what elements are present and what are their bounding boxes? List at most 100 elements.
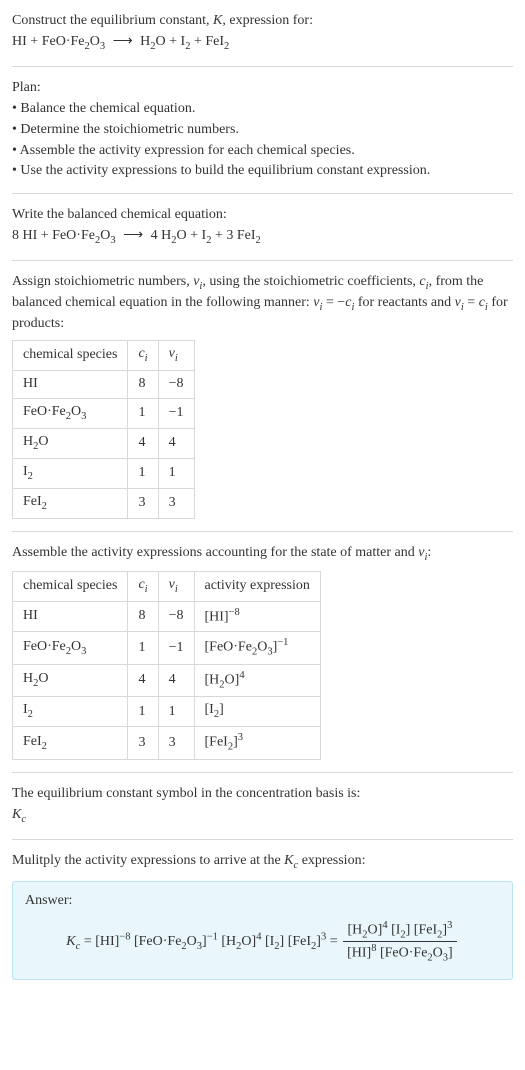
intro: Construct the equilibrium constant, K, e…	[12, 12, 513, 31]
col-nu: νi	[158, 341, 194, 371]
table-row: H2O44	[13, 428, 195, 458]
intro-K: K	[213, 13, 222, 28]
balanced-lhs: 8 HI + FeO·Fe2O3	[12, 228, 116, 243]
table-row: H2O44[H2O]4	[13, 664, 321, 697]
cell-c: 1	[128, 632, 158, 665]
arrow-icon: ⟶	[109, 34, 137, 49]
cell-nu: −8	[158, 370, 194, 398]
cell-c: 4	[128, 664, 158, 697]
assemble-paragraph: Assemble the activity expressions accoun…	[12, 544, 513, 565]
initial-lhs: HI + FeO·Fe2O3	[12, 34, 105, 49]
table-header-row: chemical species ci νi	[13, 341, 195, 371]
plan-item: • Assemble the activity expression for e…	[12, 142, 513, 161]
divider	[12, 66, 513, 67]
cell-activity: [H2O]4	[194, 664, 320, 697]
col-species: chemical species	[13, 341, 128, 371]
stoich-table: chemical species ci νi HI8−8FeO·Fe2O31−1…	[12, 340, 195, 519]
balanced-rhs: 4 H2O + I2 + 3 FeI2	[151, 228, 261, 243]
col-activity: activity expression	[194, 571, 320, 601]
divider	[12, 772, 513, 773]
cell-species: H2O	[13, 664, 128, 697]
arrow-icon: ⟶	[119, 228, 147, 243]
cell-nu: −1	[158, 632, 194, 665]
col-species: chemical species	[13, 571, 128, 601]
cell-nu: 3	[158, 727, 194, 760]
kc-symbol: Kc	[12, 806, 513, 827]
col-nu: νi	[158, 571, 194, 601]
plan-item: • Balance the chemical equation.	[12, 100, 513, 119]
cell-c: 3	[128, 488, 158, 518]
answer-label: Answer:	[25, 892, 500, 911]
table-row: FeI233[FeI2]3	[13, 727, 321, 760]
initial-equation: HI + FeO·Fe2O3 ⟶ H2O + I2 + FeI2	[12, 33, 513, 54]
cell-activity: [FeO·Fe2O3]−1	[194, 632, 320, 665]
cell-species: HI	[13, 370, 128, 398]
cell-species: FeI2	[13, 727, 128, 760]
divider	[12, 260, 513, 261]
divider	[12, 839, 513, 840]
answer-box: Answer: Kc = [HI]−8 [FeO·Fe2O3]−1 [H2O]4…	[12, 881, 513, 980]
cell-activity: [I2]	[194, 697, 320, 727]
table-row: FeO·Fe2O31−1	[13, 398, 195, 428]
divider	[12, 193, 513, 194]
nu-i: νi	[193, 274, 202, 289]
frac-numerator: [H2O]4 [I2] [FeI2]3	[343, 919, 457, 942]
cell-activity: [HI]−8	[194, 601, 320, 632]
table-row: HI8−8[HI]−8	[13, 601, 321, 632]
col-c: ci	[128, 341, 158, 371]
assign-a: Assign stoichiometric numbers,	[12, 274, 193, 289]
symbol-line: The equilibrium constant symbol in the c…	[12, 785, 513, 804]
table-row: FeI233	[13, 488, 195, 518]
assign-b: , using the stoichiometric coefficients,	[202, 274, 419, 289]
cell-nu: 4	[158, 428, 194, 458]
cell-activity: [FeI2]3	[194, 727, 320, 760]
cell-species: I2	[13, 697, 128, 727]
plan-list: • Balance the chemical equation. • Deter…	[12, 100, 513, 182]
multiply-a: Mulitply the activity expressions to arr…	[12, 853, 284, 868]
cell-c: 4	[128, 428, 158, 458]
cell-species: FeO·Fe2O3	[13, 632, 128, 665]
answer-fraction: [H2O]4 [I2] [FeI2]3[HI]8 [FeO·Fe2O3]	[341, 919, 459, 965]
cell-species: H2O	[13, 428, 128, 458]
cell-c: 8	[128, 370, 158, 398]
cell-species: I2	[13, 458, 128, 488]
multiply-b: expression:	[298, 853, 365, 868]
activity-table: chemical species ci νi activity expressi…	[12, 571, 321, 760]
intro-text-b: , expression for:	[222, 13, 313, 28]
c-i: ci	[419, 274, 428, 289]
cell-species: HI	[13, 601, 128, 632]
multiply-paragraph: Mulitply the activity expressions to arr…	[12, 852, 513, 873]
assemble-b: :	[427, 545, 431, 560]
col-c: ci	[128, 571, 158, 601]
kc: Kc	[284, 853, 298, 868]
cell-c: 1	[128, 398, 158, 428]
divider	[12, 531, 513, 532]
plan-item: • Determine the stoichiometric numbers.	[12, 121, 513, 140]
table-header-row: chemical species ci νi activity expressi…	[13, 571, 321, 601]
cell-species: FeI2	[13, 488, 128, 518]
cell-c: 8	[128, 601, 158, 632]
eq2: νi = ci	[455, 295, 488, 310]
answer-equation: Kc = [HI]−8 [FeO·Fe2O3]−1 [H2O]4 [I2] [F…	[25, 919, 500, 965]
table-row: I211	[13, 458, 195, 488]
cell-nu: 1	[158, 697, 194, 727]
assemble-a: Assemble the activity expressions accoun…	[12, 545, 418, 560]
cell-nu: 4	[158, 664, 194, 697]
kc: Kc	[66, 934, 80, 949]
cell-nu: 1	[158, 458, 194, 488]
answer-left: = [HI]−8 [FeO·Fe2O3]−1 [H2O]4 [I2] [FeI2…	[80, 934, 341, 949]
cell-nu: 3	[158, 488, 194, 518]
initial-rhs: H2O + I2 + FeI2	[140, 34, 229, 49]
table-row: I211[I2]	[13, 697, 321, 727]
plan-heading: Plan:	[12, 79, 513, 98]
balanced-heading: Write the balanced chemical equation:	[12, 206, 513, 225]
cell-species: FeO·Fe2O3	[13, 398, 128, 428]
table-row: FeO·Fe2O31−1[FeO·Fe2O3]−1	[13, 632, 321, 665]
frac-denominator: [HI]8 [FeO·Fe2O3]	[343, 942, 457, 964]
cell-nu: −1	[158, 398, 194, 428]
balanced-equation: 8 HI + FeO·Fe2O3 ⟶ 4 H2O + I2 + 3 FeI2	[12, 227, 513, 248]
cell-c: 1	[128, 458, 158, 488]
intro-text-a: Construct the equilibrium constant,	[12, 13, 213, 28]
assign-d: for reactants and	[354, 295, 454, 310]
assign-paragraph: Assign stoichiometric numbers, νi, using…	[12, 273, 513, 334]
